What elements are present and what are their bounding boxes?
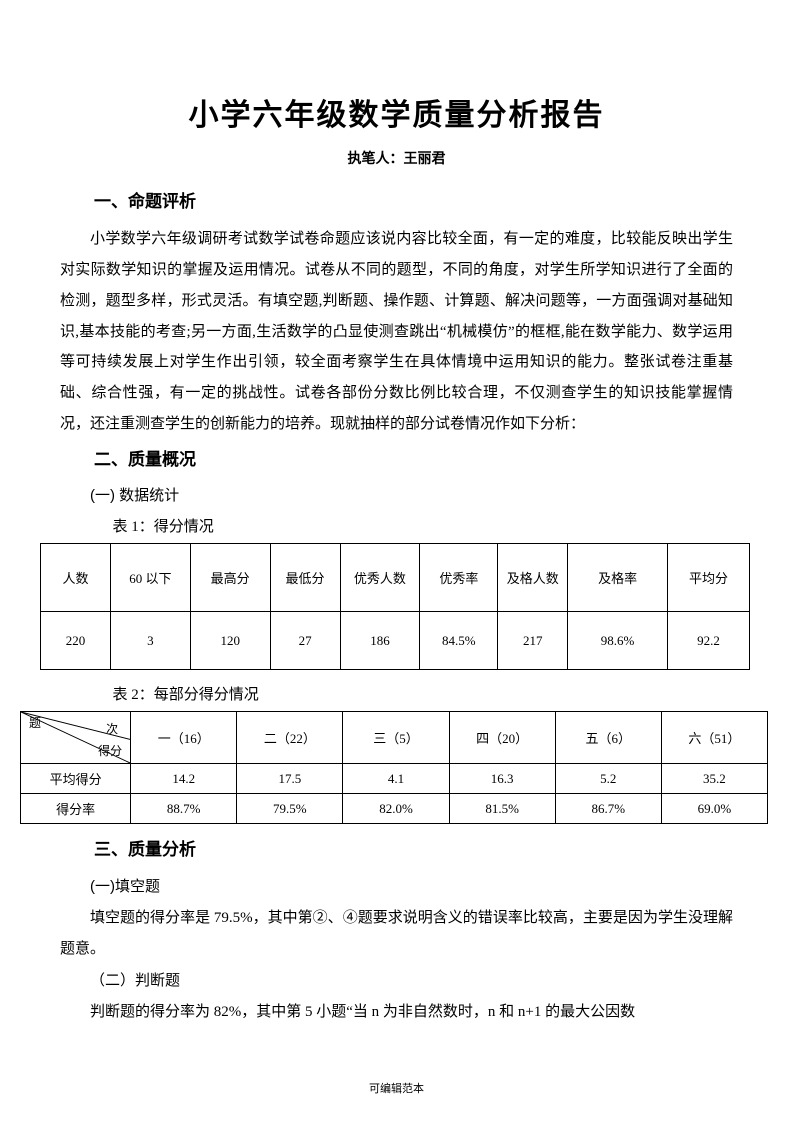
- th: 优秀率: [420, 544, 498, 612]
- diag-top-label: 题: [29, 716, 41, 732]
- table1-caption: 表 1：得分情况: [60, 514, 733, 541]
- section-3-heading: 三、质量分析: [60, 834, 733, 866]
- td: 186: [340, 612, 420, 670]
- td: 27: [270, 612, 340, 670]
- td: 84.5%: [420, 612, 498, 670]
- table-row: 人数 60 以下 最高分 最低分 优秀人数 优秀率 及格人数 及格率 平均分: [41, 544, 750, 612]
- td: 79.5%: [237, 794, 343, 824]
- author-line: 执笔人：王丽君: [60, 148, 733, 168]
- section-2-sub1: (一) 数据统计: [60, 482, 733, 511]
- td: 220: [41, 612, 111, 670]
- section-3-p2: 判断题的得分率为 82%，其中第 5 小题“当 n 为非自然数时，n 和 n+1…: [60, 997, 733, 1028]
- doc-title: 小学六年级数学质量分析报告: [60, 90, 733, 134]
- td: 69.0%: [661, 794, 767, 824]
- td: 5.2: [555, 764, 661, 794]
- th: 最低分: [270, 544, 340, 612]
- page-footer: 可编辑范本: [0, 1080, 793, 1096]
- td: 86.7%: [555, 794, 661, 824]
- section-1-body: 小学数学六年级调研考试数学试卷命题应该说内容比较全面，有一定的难度，比较能反映出…: [60, 224, 733, 439]
- th: 平均分: [668, 544, 750, 612]
- table-part-scores: 次 题 得分 一（16） 二（22） 三（5） 四（20） 五（6） 六（51）…: [20, 711, 768, 824]
- table2-caption: 表 2：每部分得分情况: [60, 682, 733, 709]
- diag-mid-label: 次: [106, 720, 118, 737]
- section-3-sub1: (一)填空题: [60, 873, 733, 902]
- th: 60 以下: [110, 544, 190, 612]
- td: 98.6%: [568, 612, 668, 670]
- section-3-sub2: （二）判断题: [60, 967, 733, 996]
- td: 4.1: [343, 764, 449, 794]
- section-1-heading: 一、命题评析: [60, 186, 733, 218]
- diagonal-header-cell: 次 题 得分: [21, 712, 131, 764]
- td: 88.7%: [131, 794, 237, 824]
- th: 一（16）: [131, 712, 237, 764]
- section-2-heading: 二、质量概况: [60, 444, 733, 476]
- th: 六（51）: [661, 712, 767, 764]
- th: 四（20）: [449, 712, 555, 764]
- row-label: 平均得分: [21, 764, 131, 794]
- td: 14.2: [131, 764, 237, 794]
- table-scores: 人数 60 以下 最高分 最低分 优秀人数 优秀率 及格人数 及格率 平均分 2…: [40, 543, 750, 670]
- th: 及格率: [568, 544, 668, 612]
- th: 人数: [41, 544, 111, 612]
- table-row: 220 3 120 27 186 84.5% 217 98.6% 92.2: [41, 612, 750, 670]
- page: 小学六年级数学质量分析报告 执笔人：王丽君 一、命题评析 小学数学六年级调研考试…: [0, 0, 793, 1122]
- td: 3: [110, 612, 190, 670]
- table-row: 次 题 得分 一（16） 二（22） 三（5） 四（20） 五（6） 六（51）: [21, 712, 768, 764]
- row-label: 得分率: [21, 794, 131, 824]
- td: 92.2: [668, 612, 750, 670]
- td: 35.2: [661, 764, 767, 794]
- td: 17.5: [237, 764, 343, 794]
- diag-bottom-label: 得分: [98, 742, 122, 759]
- td: 81.5%: [449, 794, 555, 824]
- th: 最高分: [190, 544, 270, 612]
- td: 82.0%: [343, 794, 449, 824]
- table-row: 平均得分 14.2 17.5 4.1 16.3 5.2 35.2: [21, 764, 768, 794]
- section-3-p1: 填空题的得分率是 79.5%，其中第②、④题要求说明含义的错误率比较高，主要是因…: [60, 903, 733, 965]
- td: 217: [498, 612, 568, 670]
- th: 五（6）: [555, 712, 661, 764]
- th: 二（22）: [237, 712, 343, 764]
- th: 优秀人数: [340, 544, 420, 612]
- td: 120: [190, 612, 270, 670]
- table-row: 得分率 88.7% 79.5% 82.0% 81.5% 86.7% 69.0%: [21, 794, 768, 824]
- td: 16.3: [449, 764, 555, 794]
- th: 及格人数: [498, 544, 568, 612]
- th: 三（5）: [343, 712, 449, 764]
